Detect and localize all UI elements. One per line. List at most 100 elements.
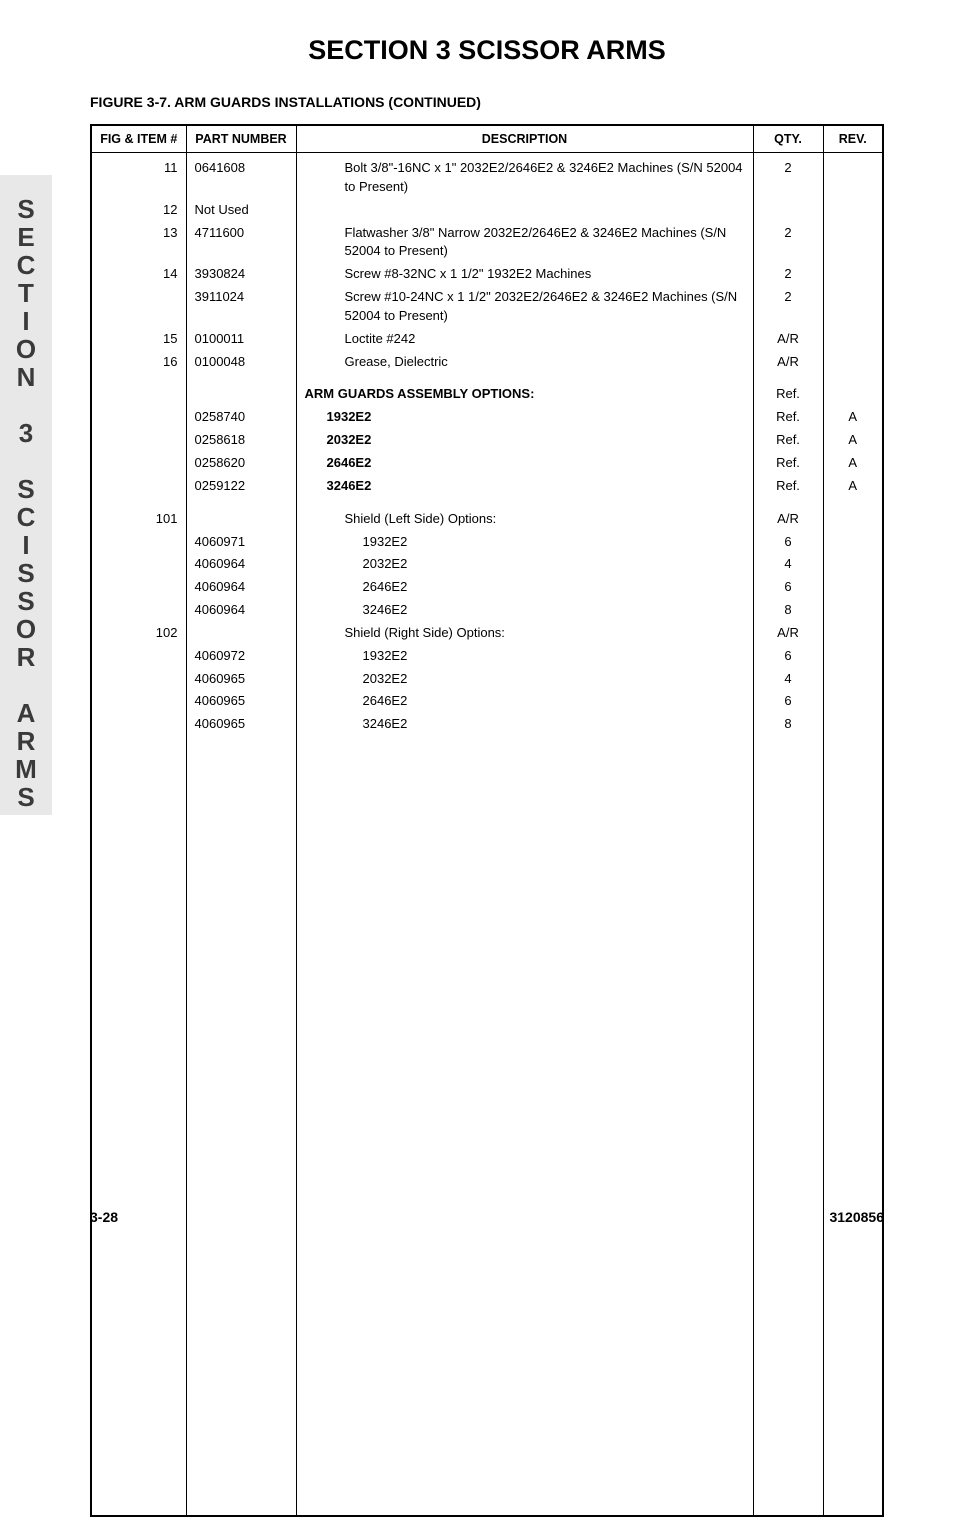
cell-rev — [823, 599, 883, 622]
table-row: 40609653246E28 — [91, 713, 883, 736]
cell-rev — [823, 351, 883, 374]
cell-fig: 11 — [91, 153, 186, 199]
cell-desc: 2646E2 — [296, 452, 753, 475]
cell-part: 0258740 — [186, 406, 296, 429]
table-row: 12Not Used — [91, 199, 883, 222]
table-row: 160100048Grease, DielectricA/R — [91, 351, 883, 374]
table-row: 40609643246E28 — [91, 599, 883, 622]
cell-desc: Shield (Right Side) Options: — [296, 622, 753, 645]
cell-rev — [823, 153, 883, 199]
cell-rev: A — [823, 452, 883, 475]
cell-qty: 6 — [753, 531, 823, 554]
cell-rev: A — [823, 429, 883, 452]
cell-desc: 3246E2 — [296, 713, 753, 736]
cell-qty: 6 — [753, 690, 823, 713]
filler-cell — [753, 736, 823, 1516]
cell-desc: Loctite #242 — [296, 328, 753, 351]
cell-fig — [91, 690, 186, 713]
cell-part: 4060972 — [186, 645, 296, 668]
cell-fig: 101 — [91, 508, 186, 531]
cell-part: 0258618 — [186, 429, 296, 452]
c — [91, 498, 186, 508]
cell-rev: A — [823, 406, 883, 429]
table-row: 40609642646E26 — [91, 576, 883, 599]
header-fig: FIG & ITEM # — [91, 125, 186, 153]
table-row: 150100011Loctite #242A/R — [91, 328, 883, 351]
header-part: PART NUMBER — [186, 125, 296, 153]
cell-part: 4711600 — [186, 222, 296, 264]
cell-fig — [91, 576, 186, 599]
cell-qty: 2 — [753, 153, 823, 199]
cell-fig: 102 — [91, 622, 186, 645]
filler-cell — [823, 736, 883, 1516]
table-row: 102Shield (Right Side) Options:A/R — [91, 622, 883, 645]
cell-qty: Ref. — [753, 406, 823, 429]
side-tab-letter: S — [17, 559, 34, 587]
c — [296, 498, 753, 508]
cell-part — [186, 622, 296, 645]
cell-fig — [91, 286, 186, 328]
c — [186, 373, 296, 383]
cell-desc: Shield (Left Side) Options: — [296, 508, 753, 531]
side-tab-letter: S — [17, 783, 34, 811]
parts-table: FIG & ITEM # PART NUMBER DESCRIPTION QTY… — [90, 124, 884, 1517]
cell-fig — [91, 713, 186, 736]
side-tab-letter: C — [17, 503, 36, 531]
table-row: 02587401932E2Ref.A — [91, 406, 883, 429]
cell-desc: 2032E2 — [296, 429, 753, 452]
cell-qty: A/R — [753, 508, 823, 531]
cell-rev — [823, 713, 883, 736]
page-footer: 3-28 3120856 — [90, 1209, 884, 1225]
cell-qty: 8 — [753, 713, 823, 736]
table-row: 134711600Flatwasher 3/8" Narrow 2032E2/2… — [91, 222, 883, 264]
cell-fig — [91, 406, 186, 429]
cell-desc: 1932E2 — [296, 531, 753, 554]
cell-qty: 6 — [753, 576, 823, 599]
header-desc: DESCRIPTION — [296, 125, 753, 153]
filler-cell — [296, 736, 753, 1516]
cell-desc: ARM GUARDS ASSEMBLY OPTIONS: — [296, 383, 753, 406]
c — [753, 373, 823, 383]
cell-rev — [823, 222, 883, 264]
cell-part: Not Used — [186, 199, 296, 222]
spacer-row — [91, 373, 883, 383]
cell-qty: Ref. — [753, 452, 823, 475]
table-row: 40609721932E26 — [91, 645, 883, 668]
cell-fig — [91, 553, 186, 576]
cell-fig: 13 — [91, 222, 186, 264]
spacer-row — [91, 498, 883, 508]
header-rev: REV. — [823, 125, 883, 153]
cell-qty: 4 — [753, 553, 823, 576]
side-tab-letter: A — [17, 699, 36, 727]
cell-part: 3930824 — [186, 263, 296, 286]
cell-qty: Ref. — [753, 475, 823, 498]
table-row: 40609711932E26 — [91, 531, 883, 554]
footer-doc-num: 3120856 — [829, 1209, 884, 1225]
table-row: ARM GUARDS ASSEMBLY OPTIONS:Ref. — [91, 383, 883, 406]
cell-fig: 16 — [91, 351, 186, 374]
c — [753, 498, 823, 508]
cell-qty: 6 — [753, 645, 823, 668]
table-row: 40609642032E24 — [91, 553, 883, 576]
cell-qty: 2 — [753, 286, 823, 328]
cell-fig — [91, 668, 186, 691]
table-row: 110641608Bolt 3/8"-16NC x 1" 2032E2/2646… — [91, 153, 883, 199]
cell-part — [186, 383, 296, 406]
table-row: 02586182032E2Ref.A — [91, 429, 883, 452]
cell-rev — [823, 328, 883, 351]
side-tab-letter: N — [17, 363, 36, 391]
table-row: 101 Shield (Left Side) Options:A/R — [91, 508, 883, 531]
cell-desc: 2032E2 — [296, 668, 753, 691]
cell-qty — [753, 199, 823, 222]
cell-part: 4060965 — [186, 668, 296, 691]
table-header-row: FIG & ITEM # PART NUMBER DESCRIPTION QTY… — [91, 125, 883, 153]
c — [823, 373, 883, 383]
cell-desc: 1932E2 — [296, 645, 753, 668]
cell-part: 4060965 — [186, 690, 296, 713]
filler-cell — [91, 736, 186, 1516]
table-row: 143930824Screw #8-32NC x 1 1/2" 1932E2 M… — [91, 263, 883, 286]
cell-desc: 1932E2 — [296, 406, 753, 429]
cell-fig — [91, 599, 186, 622]
cell-fig — [91, 475, 186, 498]
table-filler — [91, 736, 883, 1516]
